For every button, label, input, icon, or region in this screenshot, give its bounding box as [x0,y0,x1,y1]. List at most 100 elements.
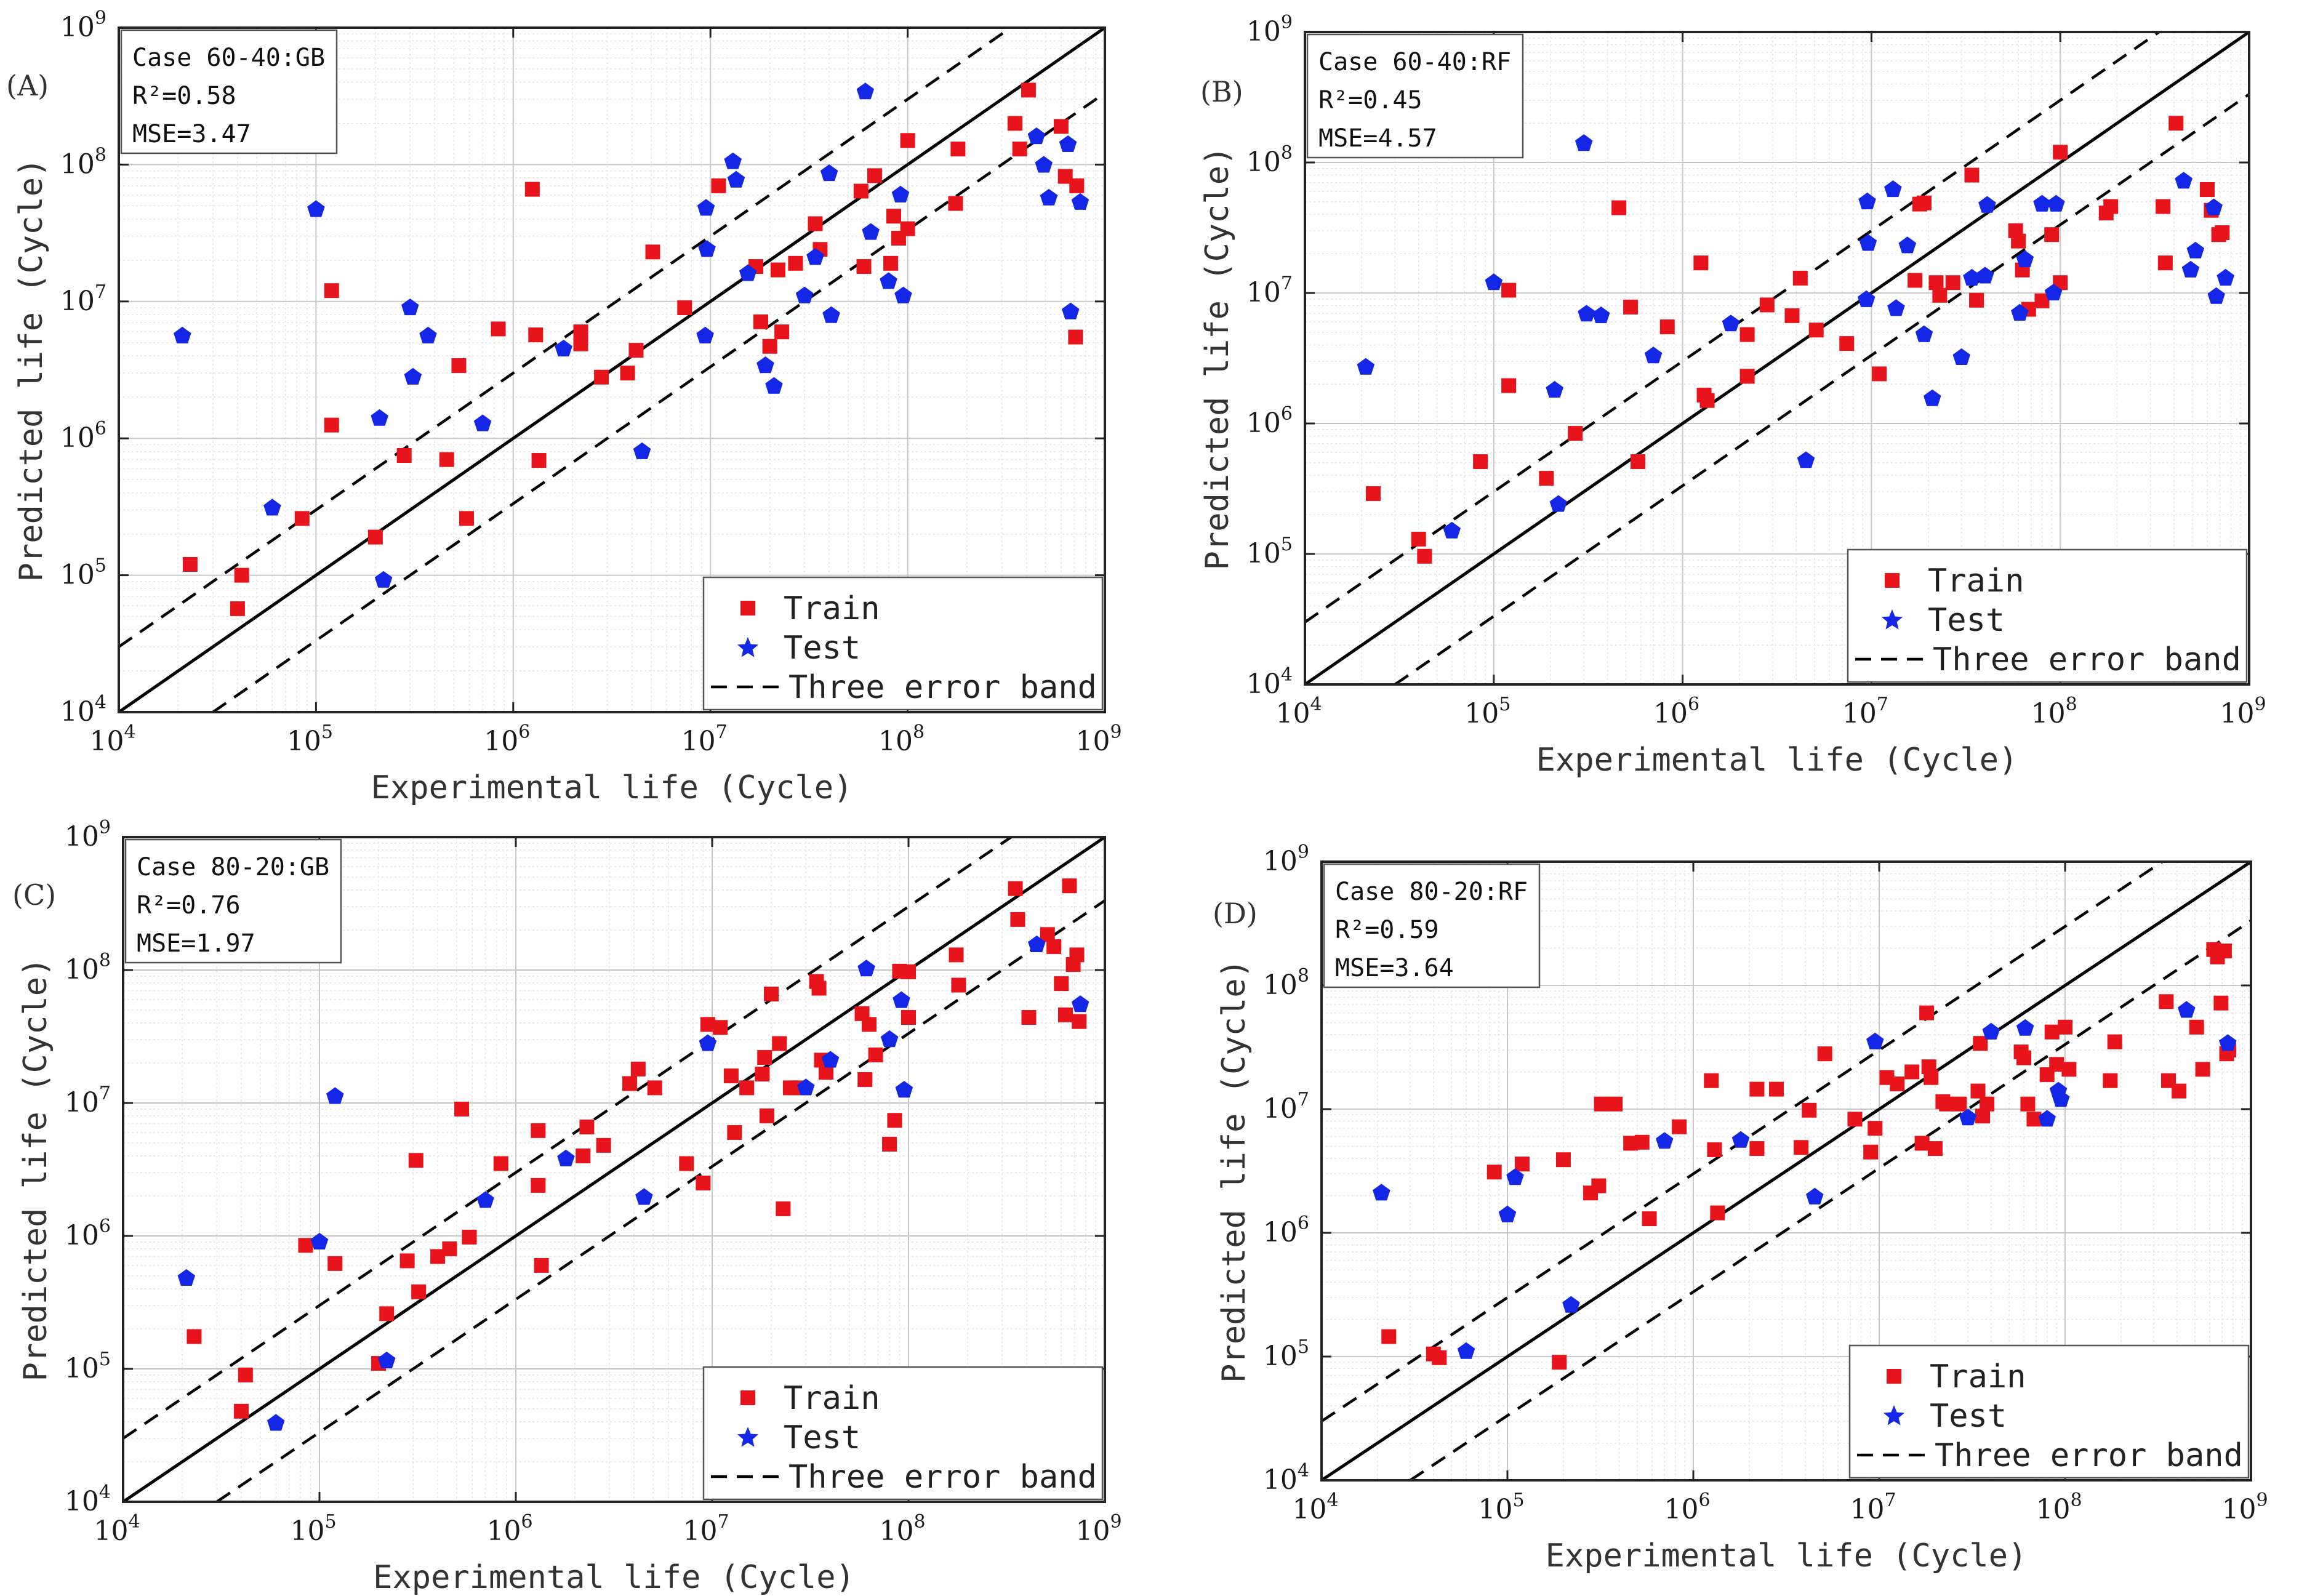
y-tick-label: 109 [65,817,111,852]
x-tick-label: 104 [1275,694,1322,729]
train-point [1839,336,1855,351]
ideal-line [1305,32,2249,684]
train-point [711,178,726,193]
train-point [2217,943,2232,958]
train-point [2157,255,2173,271]
test-point [1498,1205,1517,1222]
train-point [1924,1070,1939,1085]
train-point [2044,1024,2060,1040]
test-point [862,223,880,240]
train-point [2213,995,2229,1011]
train-point [1072,1014,1087,1029]
axes-frame [1304,31,2250,686]
train-point [576,1148,591,1163]
train-point [1973,1036,1988,1051]
test-point [1857,290,1876,307]
y-tick-label: 107 [65,1083,111,1118]
x-tick-label: 108 [2031,694,2077,729]
test-point [1731,1131,1750,1148]
train-point [1863,1144,1879,1160]
test-point [1575,134,1593,151]
train-point [1021,1010,1037,1025]
test-point [1592,306,1610,323]
info-line-3: MSE=3.64 [1335,954,1454,982]
test-point [893,991,910,1008]
info-box: Case 60-40:RF R²=0.45 MSE=4.57 [1306,33,1524,159]
test-point [2186,241,2205,259]
info-line-2: R²=0.59 [1335,916,1439,944]
train-point [1699,393,1715,408]
train-point [1914,1136,1930,1151]
train-point [2049,1057,2064,1072]
train-point [900,133,915,148]
train-point [294,511,310,526]
x-tick-label: 104 [94,1511,140,1547]
train-point [238,1367,253,1382]
train-point [187,1329,202,1344]
train-point [1707,1142,1722,1157]
info-line-2: R²=0.58 [132,82,236,110]
train-point [1659,319,1675,335]
legend-test-marker [737,637,759,657]
test-point [1040,188,1058,206]
train-point [948,196,963,211]
train-point [442,1241,457,1256]
axes-frame [1320,860,2252,1482]
legend-test-marker [1883,1405,1905,1426]
train-point [1417,548,1432,564]
train-point [2103,1073,2118,1088]
train-point [1739,327,1755,342]
train-point [234,1403,249,1419]
train-point [2156,199,2171,214]
train-point [882,1136,897,1152]
train-point [1432,1350,1447,1365]
train-point [1759,297,1775,313]
train-point [1808,323,1824,338]
train-point [951,977,966,993]
train-point [1021,82,1036,98]
train-point [1710,1205,1725,1221]
test-point [1027,127,1046,145]
train-point [1054,976,1069,992]
train-point [462,1229,477,1245]
legend-train-label: Train [1930,1358,2026,1395]
train-point [1952,1096,1967,1112]
train-point [677,300,692,315]
train-point [298,1238,313,1253]
train-point [1007,116,1022,131]
train-point [493,1156,508,1171]
test-point [1976,267,1994,284]
test-point [307,200,325,217]
y-axis-title: Predicted life (Cycle) [13,158,50,582]
upper-error-band [119,28,1012,648]
y-tick-label: 105 [60,555,106,591]
train-point [1046,939,1062,954]
train-point [234,567,249,583]
test-point [2217,268,2234,286]
test-point [894,286,912,303]
info-box-frame [1323,863,1541,988]
train-point [1010,912,1025,927]
x-tick-label: 106 [1664,1490,1710,1525]
train-point [594,369,609,385]
test-point [1562,1296,1580,1313]
train-point [772,1036,787,1051]
train-point [1980,1096,1995,1112]
info-line-1: Case 80-20:GB [137,853,329,881]
test-point [2219,1034,2237,1051]
train-point [524,182,540,197]
test-point [177,1269,196,1286]
train-point [1704,1073,1719,1088]
legend-train-label: Train [784,1380,880,1417]
train-point [324,417,339,433]
x-tick-label: 107 [683,1511,729,1547]
train-point [883,255,898,271]
x-tick-label: 109 [2221,1490,2268,1525]
test-point [1059,135,1077,152]
legend-test-label: Test [1930,1398,2007,1435]
train-point [1608,1096,1623,1112]
train-point [1381,1329,1397,1344]
train-point [182,556,198,572]
train-point [776,1201,791,1216]
